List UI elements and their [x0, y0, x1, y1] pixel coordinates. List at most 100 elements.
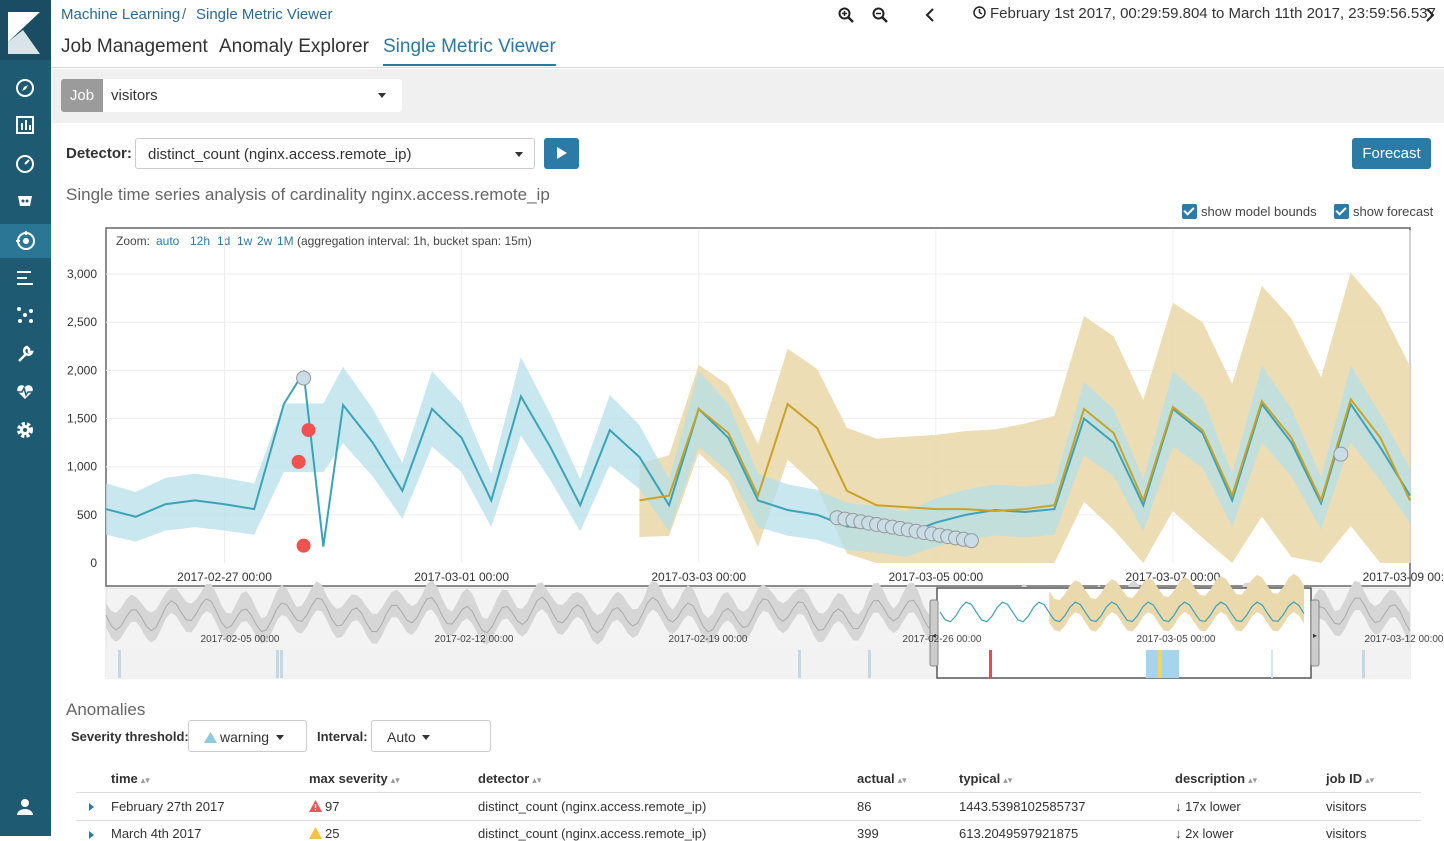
brush-handle-left[interactable] [929, 599, 939, 667]
show-forecast-checkbox[interactable] [1334, 204, 1349, 219]
column-header-description[interactable]: description ▴▾ [1175, 771, 1258, 786]
swimlane-bar [1271, 650, 1273, 678]
chevron-right-icon[interactable] [1421, 6, 1439, 24]
monitoring-icon[interactable] [13, 380, 37, 404]
detector-caret-icon [515, 152, 523, 157]
dashboard-icon[interactable] [13, 152, 37, 176]
dev-tools-icon[interactable] [13, 342, 37, 366]
zoom-option-2w[interactable]: 2w [257, 234, 273, 248]
row-time: February 27th 2017 [111, 799, 225, 814]
tab-single-metric-viewer[interactable]: Single Metric Viewer [383, 36, 556, 66]
row-expand-icon[interactable] [89, 831, 94, 839]
row-actual: 86 [857, 799, 872, 814]
time-range-text: February 1st 2017, 00:29:59.804 to March… [990, 5, 1436, 22]
x-tick-label: 2017-03-03 00:00 [651, 570, 746, 584]
job-select[interactable]: visitors [103, 79, 402, 112]
chevron-left-icon[interactable] [921, 6, 939, 24]
swimlane-warning-bar [1146, 650, 1179, 678]
detector-select[interactable]: distinct_count (nginx.access.remote_ip) [135, 138, 535, 169]
single-metric-chart: Zoom: auto 12h 1d 1w 2w 1M (aggregation inter… [67, 227, 1444, 679]
user-avatar-icon[interactable] [13, 795, 37, 819]
row-description: ↓ 17x lower [1175, 799, 1241, 814]
forecast-series-line [639, 397, 1411, 512]
discover-icon[interactable] [13, 76, 37, 100]
tab-job-management[interactable]: Job Management [61, 36, 208, 57]
minor-anomaly-marker [963, 533, 979, 549]
brush-handle-right[interactable] [1310, 599, 1320, 667]
row-actual: 399 [857, 826, 879, 841]
interval-label: Interval: [317, 729, 368, 744]
minor-anomaly-marker [1333, 446, 1349, 462]
y-tick-label: 1,000 [67, 460, 97, 474]
row-typical: 1443.5398102585737 [959, 799, 1086, 814]
column-header-detector[interactable]: detector ▴▾ [478, 771, 542, 786]
graph-icon[interactable] [13, 303, 37, 327]
column-header-max-severity[interactable]: max severity ▴▾ [309, 771, 400, 786]
timelion-icon[interactable] [13, 189, 37, 213]
x-tick-label: 2017-03-01 00:00 [414, 570, 509, 584]
context-x-tick-label: 2017-03-05 00:00 [1137, 634, 1216, 645]
machine-learning-icon[interactable] [0, 224, 51, 258]
severity-value: warning [220, 729, 270, 745]
zoom-info: (aggregation interval: 1h, bucket span: … [297, 234, 532, 248]
forecast-button[interactable]: Forecast [1352, 138, 1431, 169]
y-tick-label: 2,000 [67, 363, 97, 377]
apm-icon[interactable] [13, 266, 37, 290]
anomalies-title: Anomalies [66, 700, 146, 719]
sidebar [0, 0, 51, 836]
zoom-out-icon[interactable] [871, 6, 889, 24]
context-x-tick-label: 2017-03-12 00:00 [1365, 634, 1444, 645]
y-tick-label: 0 [90, 556, 97, 570]
show-forecast-label: show forecast [1353, 204, 1434, 219]
zoom-option-1d[interactable]: 1d [217, 234, 230, 248]
y-tick-label: 2,500 [67, 315, 97, 329]
critical-anomaly-marker [301, 423, 316, 438]
visualize-icon[interactable] [13, 113, 37, 137]
detector-value: distinct_count (nginx.access.remote_ip) [148, 146, 412, 163]
series-title: Single time series analysis of cardinali… [66, 185, 550, 204]
refresh-play-button[interactable] [544, 138, 579, 169]
swimlane-minor-bar [1158, 650, 1162, 678]
y-tick-label: 500 [77, 508, 97, 522]
zoom-option-1w[interactable]: 1w [237, 234, 253, 248]
critical-severity-icon [309, 800, 322, 812]
job-selector-bar: Job visitors [51, 69, 1444, 123]
swimlane-bar [1362, 650, 1365, 678]
column-header-job-id[interactable]: job ID ▴▾ [1326, 771, 1375, 786]
column-header-actual[interactable]: actual ▴▾ [857, 771, 907, 786]
breadcrumb-single-metric-viewer[interactable]: Single Metric Viewer [196, 6, 333, 23]
row-job-id: visitors [1326, 826, 1367, 841]
show-model-bounds-checkbox[interactable] [1182, 204, 1197, 219]
critical-anomaly-marker [296, 538, 311, 553]
zoom-in-icon[interactable] [837, 6, 855, 24]
breadcrumb-separator: / [182, 6, 187, 23]
swimlane-critical-bar [989, 650, 992, 678]
severity-threshold-select[interactable]: warning [188, 720, 307, 752]
column-header-typical[interactable]: typical ▴▾ [959, 771, 1013, 786]
zoom-option-1M[interactable]: 1M [277, 234, 294, 248]
zoom-label: Zoom: [116, 234, 150, 248]
zoom-option-12h[interactable]: 12h [190, 234, 210, 248]
column-header-time[interactable]: time ▴▾ [111, 771, 150, 786]
context-forecast-area [1049, 573, 1304, 632]
context-x-tick-label: 2017-02-19 00:00 [669, 634, 748, 645]
tab-anomaly-explorer[interactable]: Anomaly Explorer [219, 36, 369, 57]
management-gear-icon[interactable] [13, 418, 37, 442]
row-expand-icon[interactable] [89, 803, 94, 811]
handle-arrow-left-icon: ◂ [932, 631, 936, 640]
kibana-logo[interactable] [0, 0, 51, 60]
time-range-picker[interactable]: February 1st 2017, 00:29:59.804 to March… [973, 5, 1436, 22]
y-tick-label: 1,500 [67, 412, 97, 426]
swimlane-bar [118, 650, 121, 678]
x-tick-label: 2017-03-09 00:00 [1363, 570, 1444, 584]
x-tick-label: 2017-03-07 00:00 [1126, 570, 1221, 584]
swimlane-bar [276, 650, 279, 678]
zoom-option-auto[interactable]: auto [156, 234, 180, 248]
breadcrumb-machine-learning[interactable]: Machine Learning [61, 6, 181, 23]
job-value: visitors [111, 87, 158, 104]
row-job-id: visitors [1326, 799, 1367, 814]
row-severity: 97 [325, 799, 340, 814]
job-label: Job [61, 79, 103, 112]
row-time: March 4th 2017 [111, 826, 202, 841]
interval-select[interactable]: Auto [371, 720, 491, 752]
